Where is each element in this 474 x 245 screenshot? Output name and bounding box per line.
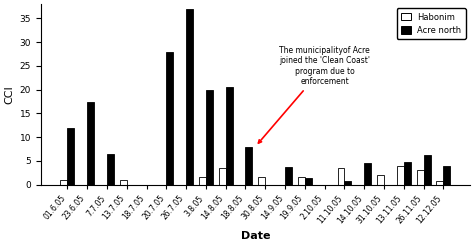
Bar [437,181,443,185]
Legend: Habonim, Acre north: Habonim, Acre north [397,8,465,39]
Bar [337,168,345,185]
Bar [120,180,127,185]
Bar [397,166,404,185]
Bar [87,101,94,185]
Bar [404,162,411,185]
Bar [246,147,253,185]
Text: The municipalityof Acre
joined the 'Clean Coast'
program due to
enforcement: The municipalityof Acre joined the 'Clea… [258,46,370,143]
Bar [67,128,74,185]
Bar [199,177,206,185]
Bar [226,87,233,185]
Bar [345,181,351,185]
Bar [377,175,384,185]
Bar [305,178,312,185]
Bar [364,163,371,185]
Bar [219,168,226,185]
Bar [166,52,173,185]
Bar [285,167,292,185]
Bar [206,90,213,185]
Bar [298,177,305,185]
Bar [424,155,430,185]
Bar [417,170,424,185]
Bar [61,180,67,185]
X-axis label: Date: Date [241,231,270,241]
Bar [443,166,450,185]
Y-axis label: CCI: CCI [4,85,14,104]
Bar [258,177,265,185]
Bar [186,9,193,185]
Bar [107,154,114,185]
